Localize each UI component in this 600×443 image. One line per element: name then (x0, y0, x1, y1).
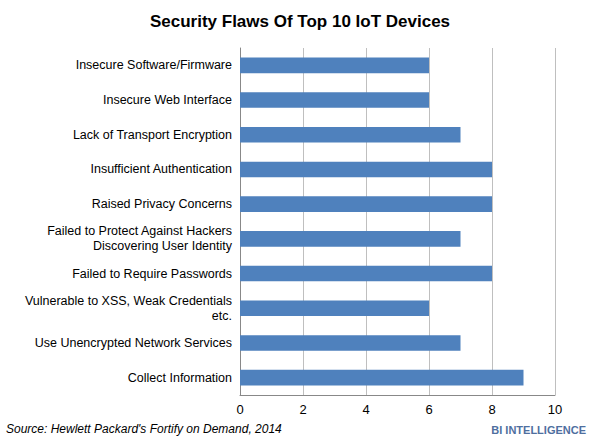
svg-text:10: 10 (548, 402, 562, 417)
svg-text:Failed to Require Passwords: Failed to Require Passwords (72, 267, 232, 281)
svg-text:2: 2 (299, 402, 306, 417)
svg-text:Source: Hewlett Packard's Fort: Source: Hewlett Packard's Fortify on Dem… (6, 422, 282, 436)
svg-text:Insufficient Authentication: Insufficient Authentication (90, 162, 232, 176)
svg-text:Insecure Web Interface: Insecure Web Interface (103, 93, 232, 107)
svg-text:4: 4 (362, 402, 369, 417)
svg-text:Insecure Software/Firmware: Insecure Software/Firmware (76, 58, 232, 72)
svg-text:Security Flaws Of Top 10 IoT D: Security Flaws Of Top 10 IoT Devices (150, 12, 450, 31)
svg-text:Discovering User Identity: Discovering User Identity (93, 239, 233, 253)
svg-text:etc.: etc. (212, 309, 232, 323)
svg-text:Use Unencrypted Network Servic: Use Unencrypted Network Services (35, 336, 232, 350)
svg-text:Collect Information: Collect Information (128, 371, 232, 385)
svg-text:Failed to Protect Against Hack: Failed to Protect Against Hackers (47, 224, 232, 238)
svg-text:6: 6 (425, 402, 432, 417)
svg-text:8: 8 (488, 402, 495, 417)
svg-text:0: 0 (236, 402, 243, 417)
svg-text:BI INTELLIGENCE: BI INTELLIGENCE (491, 424, 586, 436)
svg-text:Raised Privacy Concerns: Raised Privacy Concerns (92, 197, 232, 211)
svg-text:Vulnerable to XSS, Weak Creden: Vulnerable to XSS, Weak Credentials (25, 294, 232, 308)
svg-text:Lack of Transport Encryption: Lack of Transport Encryption (73, 128, 232, 142)
